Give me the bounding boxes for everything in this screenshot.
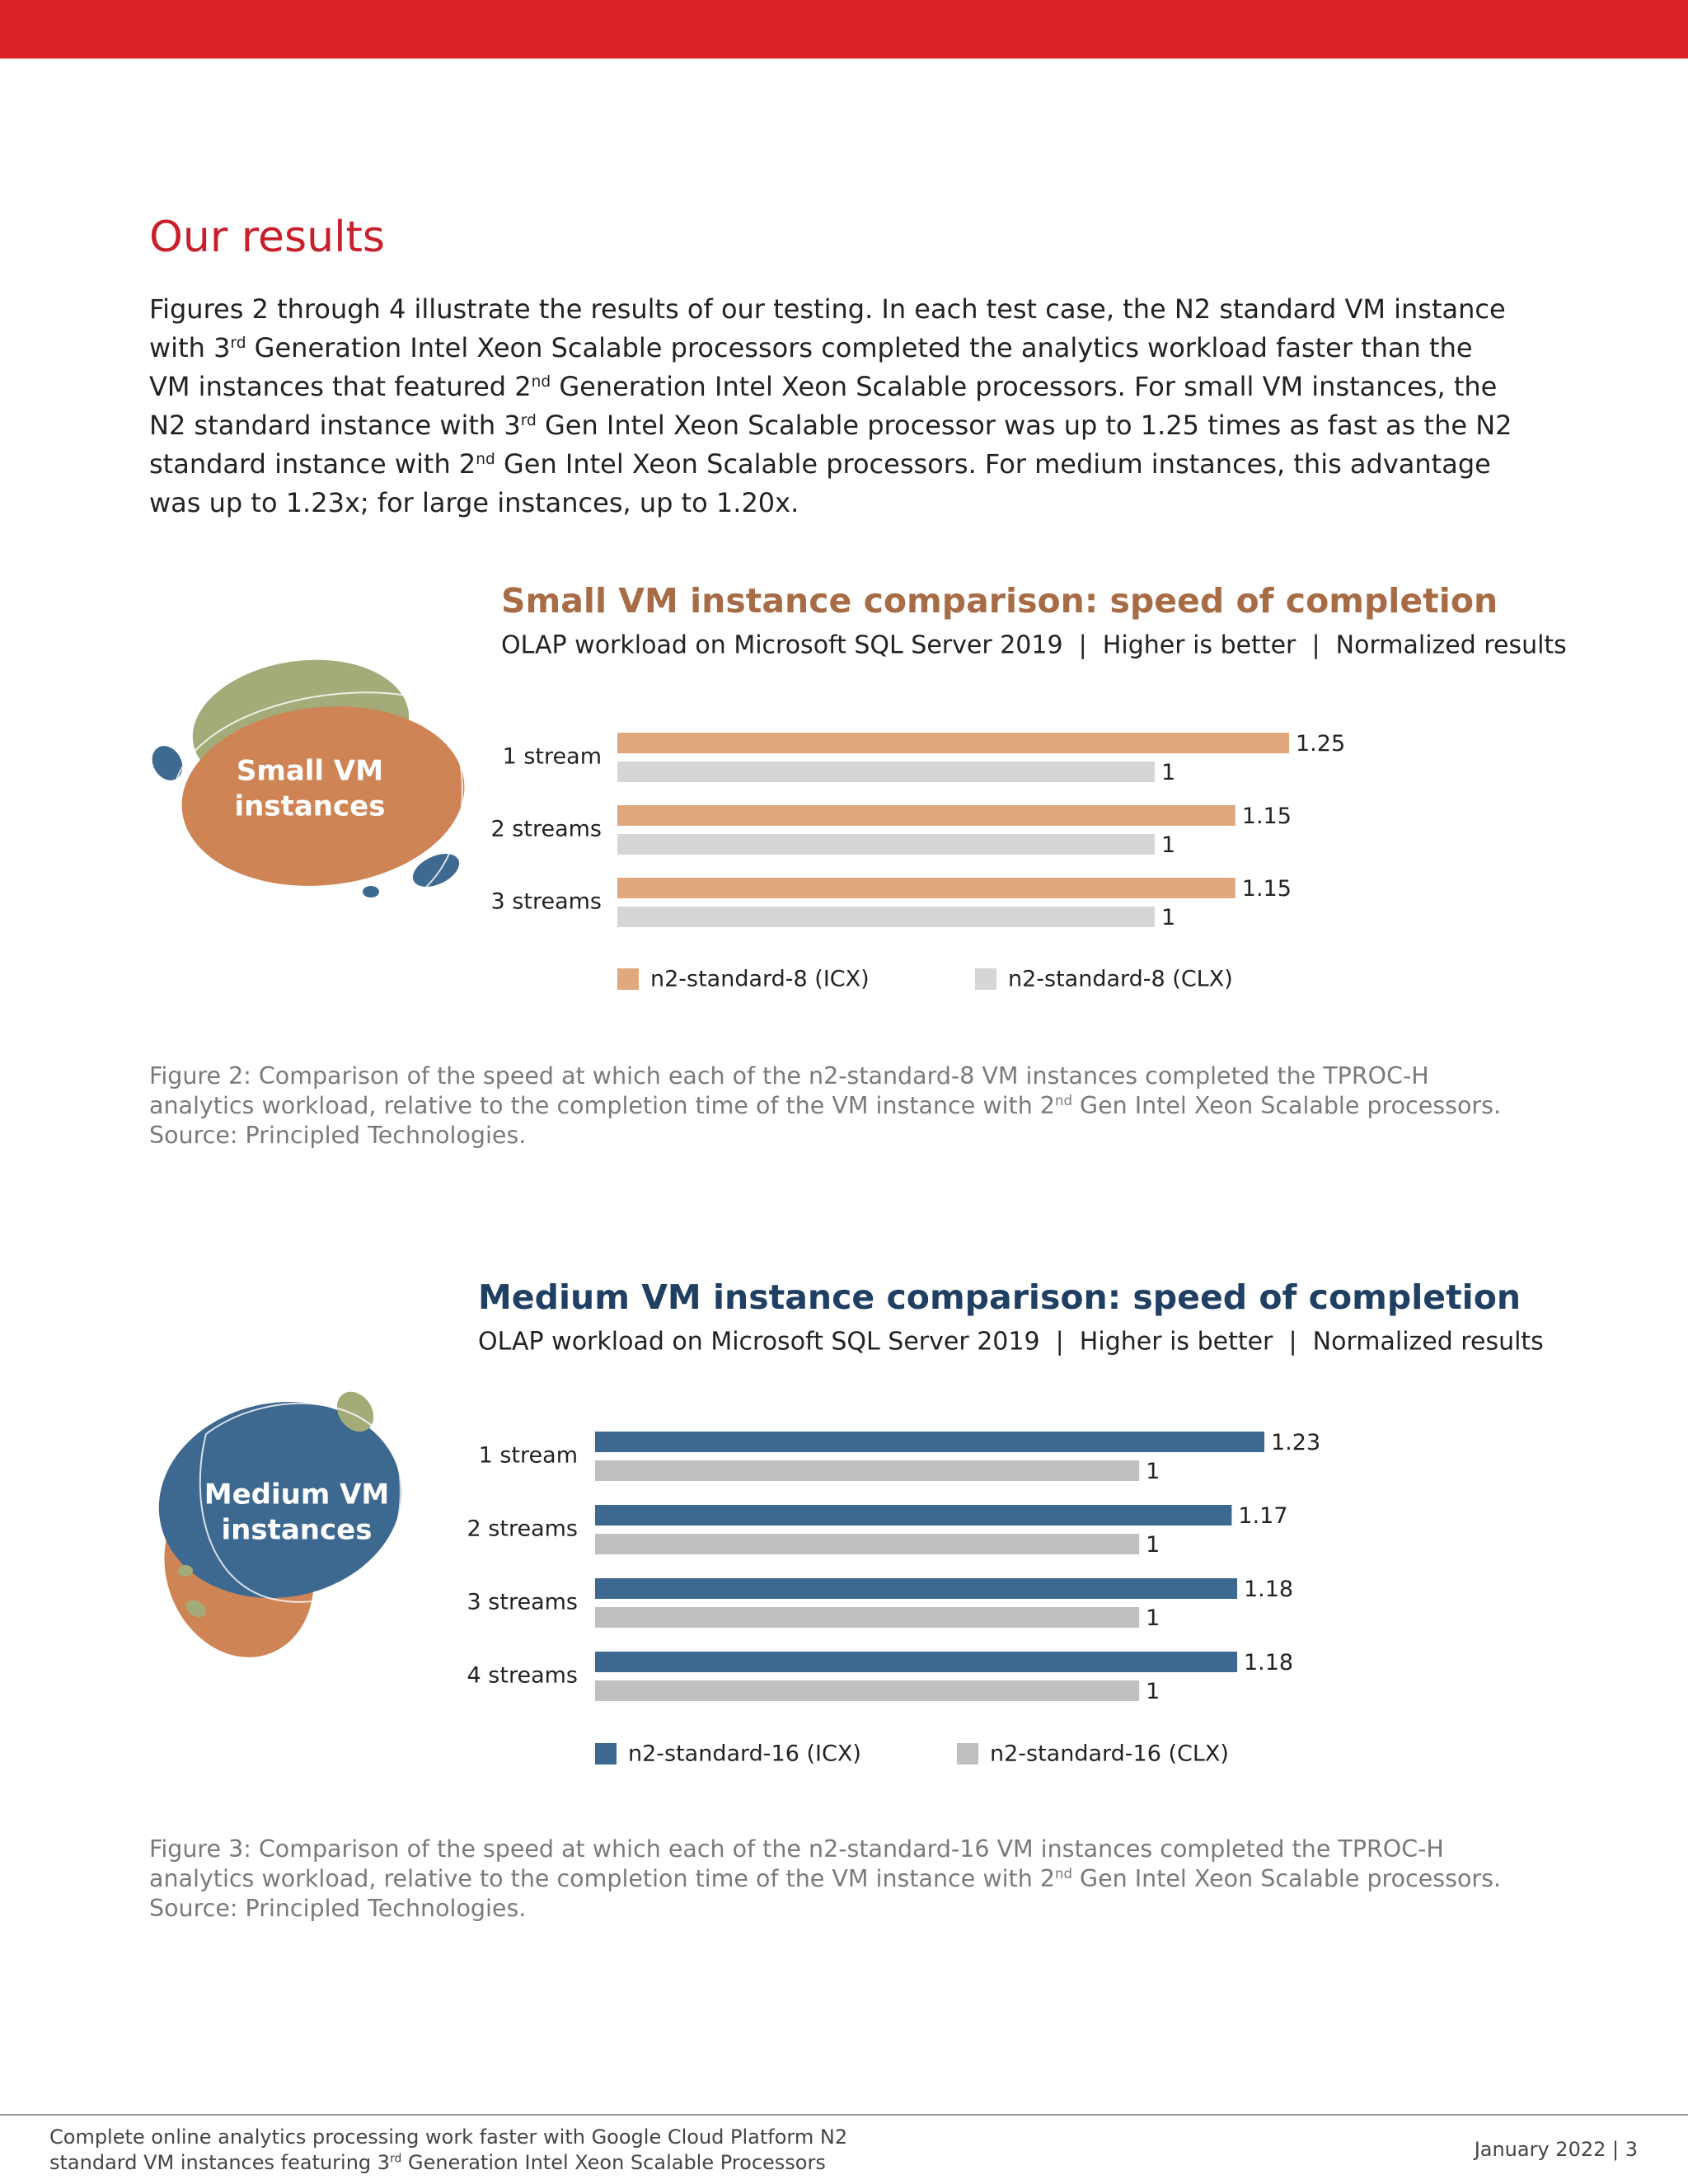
bar [595,1432,1264,1452]
footer-rule [0,2114,1688,2116]
value-label: 1 [1146,1459,1160,1484]
text-run: Gen Intel Xeon Scalable processors. [1071,1092,1502,1119]
chart-title: Small VM instance comparison: speed of c… [501,581,1498,621]
superscript: rd [230,334,246,352]
badge-label: instances [222,1514,373,1547]
chart-subtitle: OLAP workload on Microsoft SQL Server 20… [478,1328,1544,1357]
bar [617,805,1236,826]
bar [595,1460,1140,1481]
body-paragraph: Figures 2 through 4 illustrate the resul… [149,290,1517,523]
category-label: 2 streams [491,817,602,842]
superscript: nd [531,373,551,391]
value-label: 1 [1146,1532,1160,1558]
text-run: Generation Intel Xeon Scalable Processor… [401,2151,826,2174]
bar [595,1652,1237,1672]
value-label: 1.25 [1296,731,1345,757]
chart-subtitle: OLAP workload on Microsoft SQL Server 20… [501,631,1567,660]
legend-label: n2-standard-16 (CLX) [990,1741,1229,1767]
value-label: 1.15 [1242,876,1292,902]
bar [617,907,1155,927]
superscript: rd [520,411,537,429]
badge-label: Small VM [237,755,383,788]
legend-swatch [957,1743,978,1765]
text-run: Gen Intel Xeon Scalable processors. For … [149,448,1491,518]
caption-source: Source: Principled Technologies. [149,1122,527,1149]
footer-text: Complete online analytics processing wor… [49,2125,915,2176]
bar [617,878,1236,898]
value-label: 1 [1146,1605,1160,1631]
bar [595,1534,1140,1554]
value-label: 1 [1146,1679,1160,1704]
text-run: Generation Intel Xeon Scalable processor… [149,371,1498,441]
superscript: nd [1054,1866,1072,1882]
value-label: 1 [1161,905,1175,930]
text-run: Figure 2: Comparison of the speed at whi… [149,1062,1429,1119]
text-run: Gen Intel Xeon Scalable processor was up… [149,410,1512,480]
text-run: Figures 2 through 4 illustrate the resul… [149,293,1506,363]
caption-text: Figure 2: Comparison of the speed at whi… [149,1062,1517,1121]
legend-label: n2-standard-16 (ICX) [628,1741,861,1767]
category-label: 3 streams [467,1590,578,1615]
bar [595,1680,1140,1701]
badge-label: Medium VM [204,1479,390,1511]
category-label: 1 stream [479,1443,578,1469]
value-label: 1.15 [1242,804,1292,829]
bar [595,1505,1232,1526]
category-label: 2 streams [467,1516,578,1542]
badge-illustration: Small VM instances [152,659,465,913]
legend-label: n2-standard-8 (CLX) [1008,967,1233,992]
value-label: 1 [1161,760,1175,785]
value-label: 1 [1161,832,1175,858]
bar [617,834,1155,855]
value-label: 1.18 [1244,1650,1293,1675]
bar [617,762,1155,782]
legend-swatch [595,1743,617,1765]
text-run: Generation Intel Xeon Scalable processor… [149,332,1473,402]
header-bar [0,0,1688,59]
figure-caption: Figure 2: Comparison of the speed at whi… [149,1062,1517,1151]
bar [617,733,1289,753]
figure-caption: Figure 3: Comparison of the speed at whi… [149,1835,1517,1924]
footer-date-page: January 2022 | 3 [1474,2138,1638,2161]
superscript: rd [390,2152,402,2166]
caption-source: Source: Principled Technologies. [149,1895,527,1922]
legend-swatch [975,968,996,990]
badge-label: instances [235,790,386,823]
chart-title: Medium VM instance comparison: speed of … [478,1277,1521,1317]
superscript: nd [476,450,495,468]
category-label: 4 streams [467,1663,578,1689]
bar [595,1578,1237,1599]
legend-label: n2-standard-8 (ICX) [650,967,870,992]
charts: Small VM instances Medium VM instances S… [152,581,1567,1767]
superscript: nd [1054,1093,1072,1109]
value-label: 1.18 [1244,1577,1293,1602]
value-label: 1.23 [1271,1430,1320,1455]
caption-text: Figure 3: Comparison of the speed at whi… [149,1835,1517,1894]
text-run: Figure 3: Comparison of the speed at whi… [149,1835,1444,1892]
bar [595,1607,1140,1628]
category-label: 1 stream [503,744,602,770]
value-label: 1.17 [1238,1503,1287,1529]
badge-illustration: Medium VM instances [158,1391,402,1657]
section-title: Our results [149,213,385,262]
text-run: Complete online analytics processing wor… [49,2125,848,2174]
category-label: 3 streams [491,889,602,915]
text-run: Gen Intel Xeon Scalable processors. [1071,1865,1502,1892]
legend-swatch [617,968,639,990]
